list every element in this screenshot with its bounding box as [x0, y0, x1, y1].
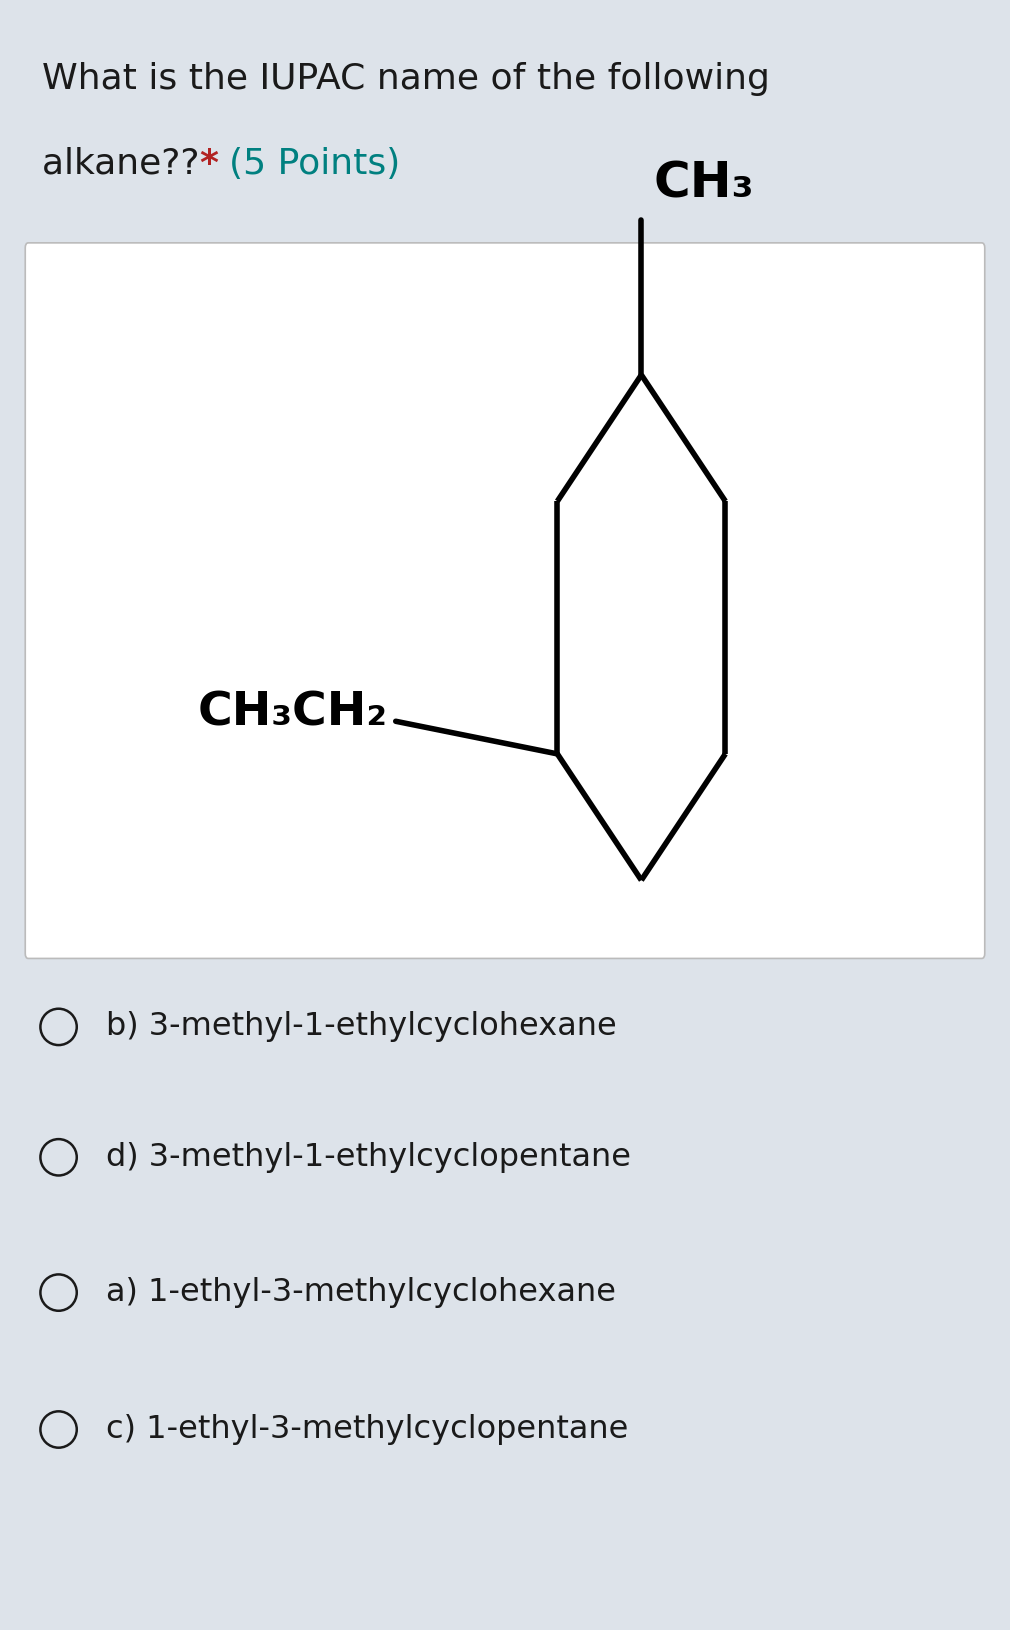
Text: b) 3-methyl-1-ethylcyclohexane: b) 3-methyl-1-ethylcyclohexane — [106, 1011, 617, 1043]
Text: alkane??: alkane?? — [42, 147, 211, 181]
FancyBboxPatch shape — [25, 243, 985, 958]
Text: a) 1-ethyl-3-methylcyclohexane: a) 1-ethyl-3-methylcyclohexane — [106, 1276, 616, 1309]
Text: *: * — [199, 147, 218, 181]
Text: CH₃CH₂: CH₃CH₂ — [198, 691, 388, 735]
Text: CH₃: CH₃ — [653, 160, 754, 207]
Text: c) 1-ethyl-3-methylcyclopentane: c) 1-ethyl-3-methylcyclopentane — [106, 1413, 628, 1446]
Text: d) 3-methyl-1-ethylcyclopentane: d) 3-methyl-1-ethylcyclopentane — [106, 1141, 631, 1174]
Text: What is the IUPAC name of the following: What is the IUPAC name of the following — [42, 62, 771, 96]
Text: (5 Points): (5 Points) — [229, 147, 401, 181]
